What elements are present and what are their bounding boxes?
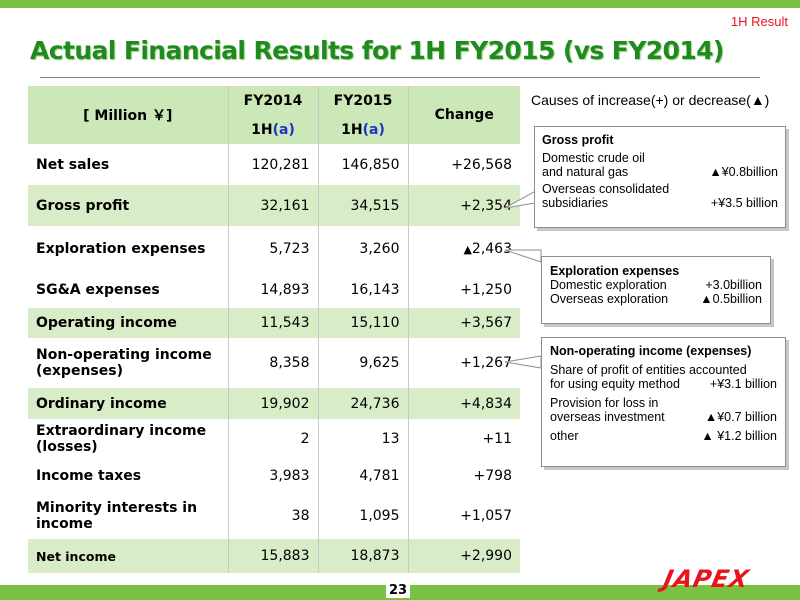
column-header-change: Change xyxy=(407,86,520,144)
page-number: 23 xyxy=(386,583,411,598)
row-label: Net income xyxy=(28,539,228,573)
cell-change: ▲2,463 xyxy=(407,226,520,271)
table-row: Exploration expenses 5,723 3,260 ▲2,463 xyxy=(28,226,520,271)
cell-fy2014: 5,723 xyxy=(227,226,318,271)
callout-item: Overseas consolidated xyxy=(542,182,670,196)
page-title: Actual Financial Results for 1H FY2015 (… xyxy=(30,36,724,65)
non-operating-pointer xyxy=(505,355,542,369)
non-operating-callout: Non-operating income (expenses) Share of… xyxy=(541,337,786,467)
column-header-fy2014: FY2014 xyxy=(227,86,318,116)
row-label: Operating income xyxy=(28,308,228,338)
table-row: Ordinary income 19,902 24,736 +4,834 xyxy=(28,388,520,419)
row-label: SG&A expenses xyxy=(28,271,228,308)
row-label: Income taxes xyxy=(28,459,228,493)
callout-title: Exploration expenses xyxy=(550,264,680,278)
gross-profit-callout: Gross profit Domestic crude oil and natu… xyxy=(534,126,786,228)
callout-item: subsidiaries +¥3.5 billion xyxy=(542,196,778,210)
table-row: Net sales 120,281 146,850 +26,568 xyxy=(28,144,520,185)
row-label: Exploration expenses xyxy=(28,226,228,271)
section-tag: 1H Result xyxy=(730,14,788,29)
causes-heading: Causes of increase(+) or decrease(▲) xyxy=(531,92,770,108)
exploration-callout: Exploration expenses Domestic exploratio… xyxy=(541,256,771,324)
cell-fy2015: 24,736 xyxy=(317,388,408,419)
table-row: Gross profit 32,161 34,515 +2,354 xyxy=(28,185,520,226)
cell-fy2014: 38 xyxy=(227,493,318,539)
callout-item: and natural gas ▲¥0.8billion xyxy=(542,165,778,179)
cell-fy2015: 13 xyxy=(317,419,408,459)
callout-title: Gross profit xyxy=(542,133,614,147)
column-subheader-fy2015: 1H(a) xyxy=(317,116,408,144)
title-divider xyxy=(40,77,760,78)
row-label: Extraordinary income (losses) xyxy=(28,419,228,459)
japex-logo: JAPEX xyxy=(661,565,752,593)
column-header-fy2015: FY2015 xyxy=(317,86,408,116)
cell-fy2014: 11,543 xyxy=(227,308,318,338)
cell-change: +1,057 xyxy=(407,493,520,539)
table-row: Income taxes 3,983 4,781 +798 xyxy=(28,459,520,493)
cell-change: +2,990 xyxy=(407,539,520,573)
callout-item: Overseas exploration ▲0.5billion xyxy=(550,292,762,306)
row-label: Net sales xyxy=(28,144,228,185)
cell-fy2014: 8,358 xyxy=(227,338,318,388)
table-row: Extraordinary income (losses) 2 13 +11 xyxy=(28,419,520,459)
callout-item: overseas investment ▲¥0.7 billion xyxy=(550,410,777,424)
top-accent-bar xyxy=(0,0,800,8)
cell-fy2015: 4,781 xyxy=(317,459,408,493)
row-label: Ordinary income xyxy=(28,388,228,419)
callout-item: for using equity method +¥3.1 billion xyxy=(550,377,777,391)
cell-fy2014: 120,281 xyxy=(227,144,318,185)
callout-item: Domestic exploration +3.0billion xyxy=(550,278,762,292)
table-row: Operating income 11,543 15,110 +3,567 xyxy=(28,308,520,338)
table-row: Minority interests in income 38 1,095 +1,… xyxy=(28,493,520,539)
cell-fy2014: 15,883 xyxy=(227,539,318,573)
cell-change: +2,354 xyxy=(407,185,520,226)
callout-pointers xyxy=(505,187,542,369)
column-subheader-fy2014: 1H(a) xyxy=(227,116,318,144)
row-label: Non-operating income (expenses) xyxy=(28,338,228,388)
callout-item: Domestic crude oil xyxy=(542,151,645,165)
decrease-triangle-icon: ▲ xyxy=(463,242,472,256)
unit-label: [ Million ￥] xyxy=(28,86,228,144)
cell-change: +1,267 xyxy=(407,338,520,388)
row-label: Minority interests in income xyxy=(28,493,228,539)
cell-fy2014: 3,983 xyxy=(227,459,318,493)
cell-fy2015: 16,143 xyxy=(317,271,408,308)
cell-change: +3,567 xyxy=(407,308,520,338)
cell-fy2014: 14,893 xyxy=(227,271,318,308)
cell-change: +11 xyxy=(407,419,520,459)
table-row: SG&A expenses 14,893 16,143 +1,250 xyxy=(28,271,520,308)
cell-change: +26,568 xyxy=(407,144,520,185)
callout-item: Provision for loss in xyxy=(550,396,659,410)
callout-item: other ▲ ¥1.2 billion xyxy=(550,429,777,443)
cell-fy2014: 2 xyxy=(227,419,318,459)
cell-change: +798 xyxy=(407,459,520,493)
table-row: Non-operating income (expenses) 8,358 9,6… xyxy=(28,338,520,388)
cell-change: +4,834 xyxy=(407,388,520,419)
exploration-pointer xyxy=(505,249,542,263)
cell-fy2015: 146,850 xyxy=(317,144,408,185)
cell-change: +1,250 xyxy=(407,271,520,308)
cell-fy2015: 34,515 xyxy=(317,185,408,226)
cell-fy2014: 32,161 xyxy=(227,185,318,226)
cell-fy2014: 19,902 xyxy=(227,388,318,419)
financial-results-table: [ Million ￥] FY2014 FY2015 Change 1H(a) … xyxy=(28,86,520,573)
table-row: Net income 15,883 18,873 +2,990 xyxy=(28,539,520,573)
callout-title: Non-operating income (expenses) xyxy=(550,344,752,358)
cell-fy2015: 18,873 xyxy=(317,539,408,573)
cell-fy2015: 1,095 xyxy=(317,493,408,539)
callout-item: Share of profit of entities accounted xyxy=(550,363,747,377)
cell-fy2015: 15,110 xyxy=(317,308,408,338)
row-label: Gross profit xyxy=(28,185,228,226)
cell-fy2015: 9,625 xyxy=(317,338,408,388)
cell-fy2015: 3,260 xyxy=(317,226,408,271)
